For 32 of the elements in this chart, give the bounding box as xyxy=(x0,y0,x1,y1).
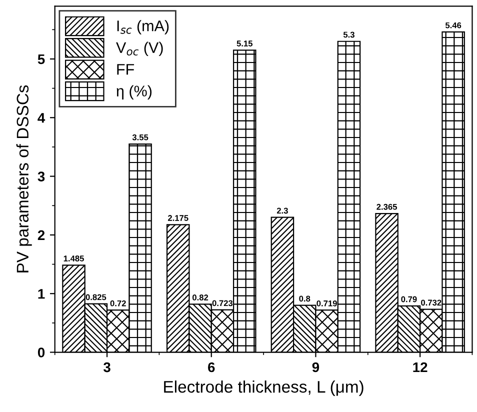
data-label: 0.732 xyxy=(421,300,442,306)
data-label: 0.723 xyxy=(212,300,233,306)
x-axis-title: Electrode thickness, L (μm) xyxy=(164,380,364,396)
y-tick-label: 1 xyxy=(38,289,45,299)
data-label: 0.719 xyxy=(316,300,337,306)
y-axis-title: PV parameters of DSSCs xyxy=(16,85,32,272)
legend-label: η (%) xyxy=(116,85,152,100)
y-tick-label: 0 xyxy=(38,348,45,358)
data-label: 1.485 xyxy=(64,256,84,262)
legend-label: V$_{oc}$ (V) xyxy=(116,42,163,56)
y-tick-label: 5 xyxy=(38,54,45,64)
data-label: 0.8 xyxy=(299,296,310,302)
y-tick-label: 2 xyxy=(38,230,45,240)
data-label: 5.3 xyxy=(343,32,354,38)
x-tick-label: 9 xyxy=(312,362,320,372)
data-label: 2.175 xyxy=(168,215,188,221)
legend-label: FF xyxy=(117,64,134,75)
data-label: 5.46 xyxy=(445,22,462,28)
data-label: 5.15 xyxy=(236,40,253,46)
x-tick-label: 6 xyxy=(208,362,215,372)
y-tick-label: 4 xyxy=(38,113,46,123)
legend-label: I$_{sc}$ (mA) xyxy=(117,20,169,34)
data-label: 0.825 xyxy=(86,294,106,300)
data-label: 3.55 xyxy=(132,134,148,140)
data-label: 2.3 xyxy=(276,208,288,214)
data-label: 0.82 xyxy=(192,294,208,300)
x-tick-label: 12 xyxy=(413,362,428,372)
data-label: 0.79 xyxy=(401,296,417,302)
data-label: 2.365 xyxy=(376,204,397,210)
y-tick-label: 3 xyxy=(38,172,45,182)
data-label: 0.72 xyxy=(110,300,126,306)
x-tick-label: 3 xyxy=(103,362,110,372)
